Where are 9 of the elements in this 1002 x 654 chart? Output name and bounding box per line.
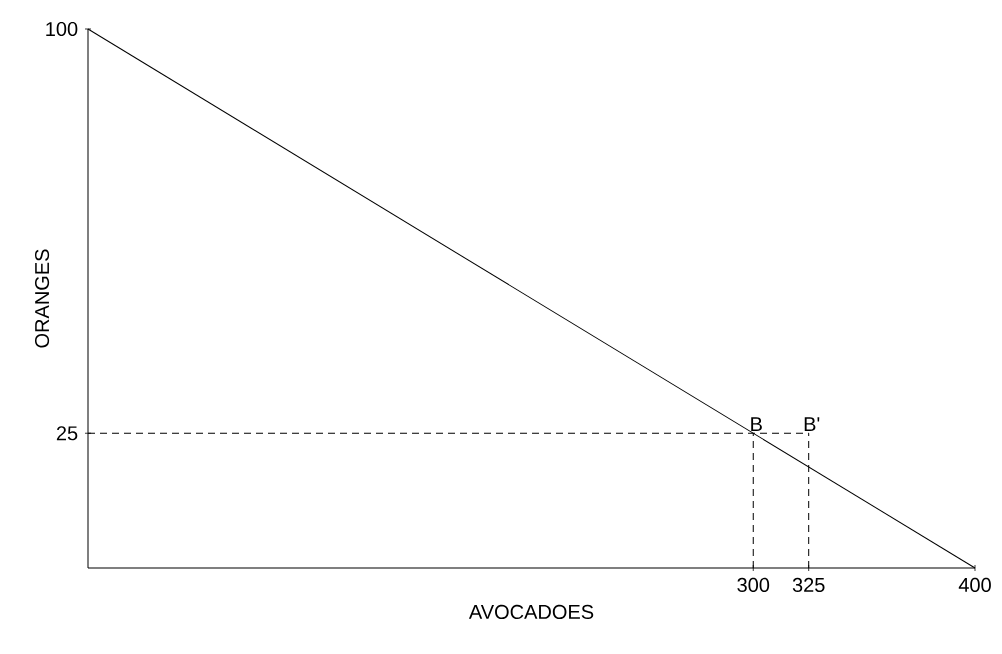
- x-tick-label: 300: [737, 577, 770, 593]
- y-tick-label: 100: [46, 21, 78, 37]
- x-tick-label: 325: [792, 577, 825, 593]
- annotation: B: [751, 417, 762, 432]
- x-tick-label: 400: [958, 577, 991, 593]
- x-axis-title: AVOCADOES: [468, 604, 594, 620]
- y-tick-label: 25: [56, 426, 78, 441]
- annotation: B': [804, 417, 820, 432]
- y-axis-title: ORANGES: [34, 249, 50, 348]
